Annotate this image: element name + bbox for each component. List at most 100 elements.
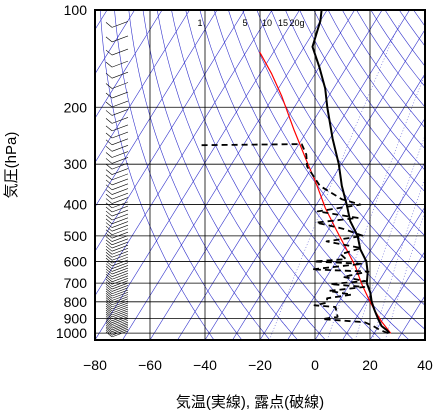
y-tick-label: 400 xyxy=(64,197,88,213)
wind-barb-flag xyxy=(106,211,112,216)
x-tick-label: −60 xyxy=(138,357,162,373)
y-axis-title: 気圧(hPa) xyxy=(3,132,20,199)
wind-barb xyxy=(112,331,128,337)
wind-barb xyxy=(112,72,128,78)
mixing-ratio-label: 1 xyxy=(197,18,202,28)
wind-barb-flag xyxy=(106,102,112,107)
wind-barb xyxy=(112,239,128,245)
dry-adiabat-line xyxy=(428,10,435,340)
wind-barb-flag xyxy=(106,93,112,98)
wind-barb xyxy=(112,169,128,175)
wind-barb-flag xyxy=(106,22,112,27)
dry-adiabat-line xyxy=(385,10,435,340)
temperature-line xyxy=(313,10,390,333)
wind-barb-flag xyxy=(106,295,112,300)
wind-barb-flag xyxy=(106,249,112,254)
wind-barb-flag xyxy=(106,190,112,195)
wind-barb-flag xyxy=(106,207,112,212)
isotherm-line xyxy=(425,10,435,340)
wind-barb-flag xyxy=(106,286,112,291)
wind-barb-flag xyxy=(106,255,112,260)
dry-adiabat-line xyxy=(300,10,435,340)
dry-adiabat-line xyxy=(200,10,409,340)
wind-barb-flag xyxy=(106,164,112,169)
isotherm-line xyxy=(68,10,273,340)
mixing-ratio-label: 15 xyxy=(278,18,288,28)
y-tick-label: 1000 xyxy=(56,325,87,341)
x-tick-label: −20 xyxy=(248,357,272,373)
wind-barb-flag xyxy=(106,37,112,42)
wind-barb xyxy=(112,151,128,157)
isotherm-line xyxy=(123,10,328,340)
wind-barb-flag xyxy=(106,252,112,257)
y-tick-label: 300 xyxy=(64,156,88,172)
wind-barb-flag xyxy=(106,158,112,163)
wind-barb-flag xyxy=(106,62,112,67)
wind-barb-flag xyxy=(106,266,112,271)
x-tick-label: 40 xyxy=(417,357,433,373)
wind-barb-flag xyxy=(106,291,112,296)
x-tick-label: 0 xyxy=(311,357,319,373)
wind-barb xyxy=(112,222,128,228)
wind-barb xyxy=(112,92,128,98)
wind-barb xyxy=(112,145,128,151)
wind-barb xyxy=(112,189,128,195)
wind-barbs xyxy=(106,21,128,336)
wind-barb-flag xyxy=(106,170,112,175)
y-tick-label: 500 xyxy=(64,228,88,244)
wind-barb xyxy=(112,101,128,107)
wind-barb-flag xyxy=(106,110,112,115)
wind-barb xyxy=(112,263,128,269)
x-tick-label: −40 xyxy=(193,357,217,373)
wind-barb xyxy=(112,327,128,333)
wind-barb xyxy=(112,179,128,185)
wind-barb xyxy=(112,125,128,131)
wind-barb-flag xyxy=(106,264,112,269)
dry-adiabat-line xyxy=(214,10,435,340)
dry-adiabat-line xyxy=(357,10,435,340)
isotherm-line xyxy=(343,10,435,340)
wind-barb xyxy=(112,273,128,279)
wind-barb xyxy=(112,225,128,231)
dry-adiabat-line xyxy=(100,10,214,340)
wind-barb xyxy=(112,232,128,238)
wind-barb-flag xyxy=(106,118,112,123)
dry-adiabat-line xyxy=(328,10,435,340)
wind-barb-flag xyxy=(106,289,112,294)
dry-adiabat-line xyxy=(143,10,298,340)
wind-barb-flag xyxy=(106,277,112,282)
wind-barb-flag xyxy=(106,282,112,287)
dry-adiabat-line xyxy=(285,10,435,340)
wind-barb-flag xyxy=(106,199,112,204)
wind-barb xyxy=(112,268,128,274)
mixing-ratio-line xyxy=(385,23,435,340)
y-tick-label: 800 xyxy=(64,294,88,310)
wind-barb-flag xyxy=(106,175,112,180)
wind-barb xyxy=(112,61,128,67)
y-tick-label: 100 xyxy=(64,2,88,18)
wind-barb xyxy=(112,157,128,163)
wind-barb xyxy=(112,326,128,332)
wind-barb-flag xyxy=(106,293,112,298)
wind-barb-flag xyxy=(106,194,112,199)
wind-barb xyxy=(112,132,128,138)
wind-barb-flag xyxy=(106,258,112,263)
mixing-ratio-label: 10 xyxy=(262,18,272,28)
y-tick-label: 900 xyxy=(64,310,88,326)
wind-barb xyxy=(112,245,128,251)
y-tick-label: 700 xyxy=(64,275,88,291)
dry-adiabat-line xyxy=(271,10,435,340)
wind-barb-flag xyxy=(106,152,112,157)
wind-barb xyxy=(112,36,128,42)
wind-barb xyxy=(112,109,128,115)
isotherm-line xyxy=(150,10,355,340)
wind-barb-flag xyxy=(106,146,112,151)
wind-barb xyxy=(112,218,128,224)
isotherm-line xyxy=(178,10,383,340)
mixing-ratio-label: 5 xyxy=(242,18,247,28)
wind-barb xyxy=(112,257,128,263)
wind-barb xyxy=(112,260,128,266)
wind-barb-flag xyxy=(106,133,112,138)
